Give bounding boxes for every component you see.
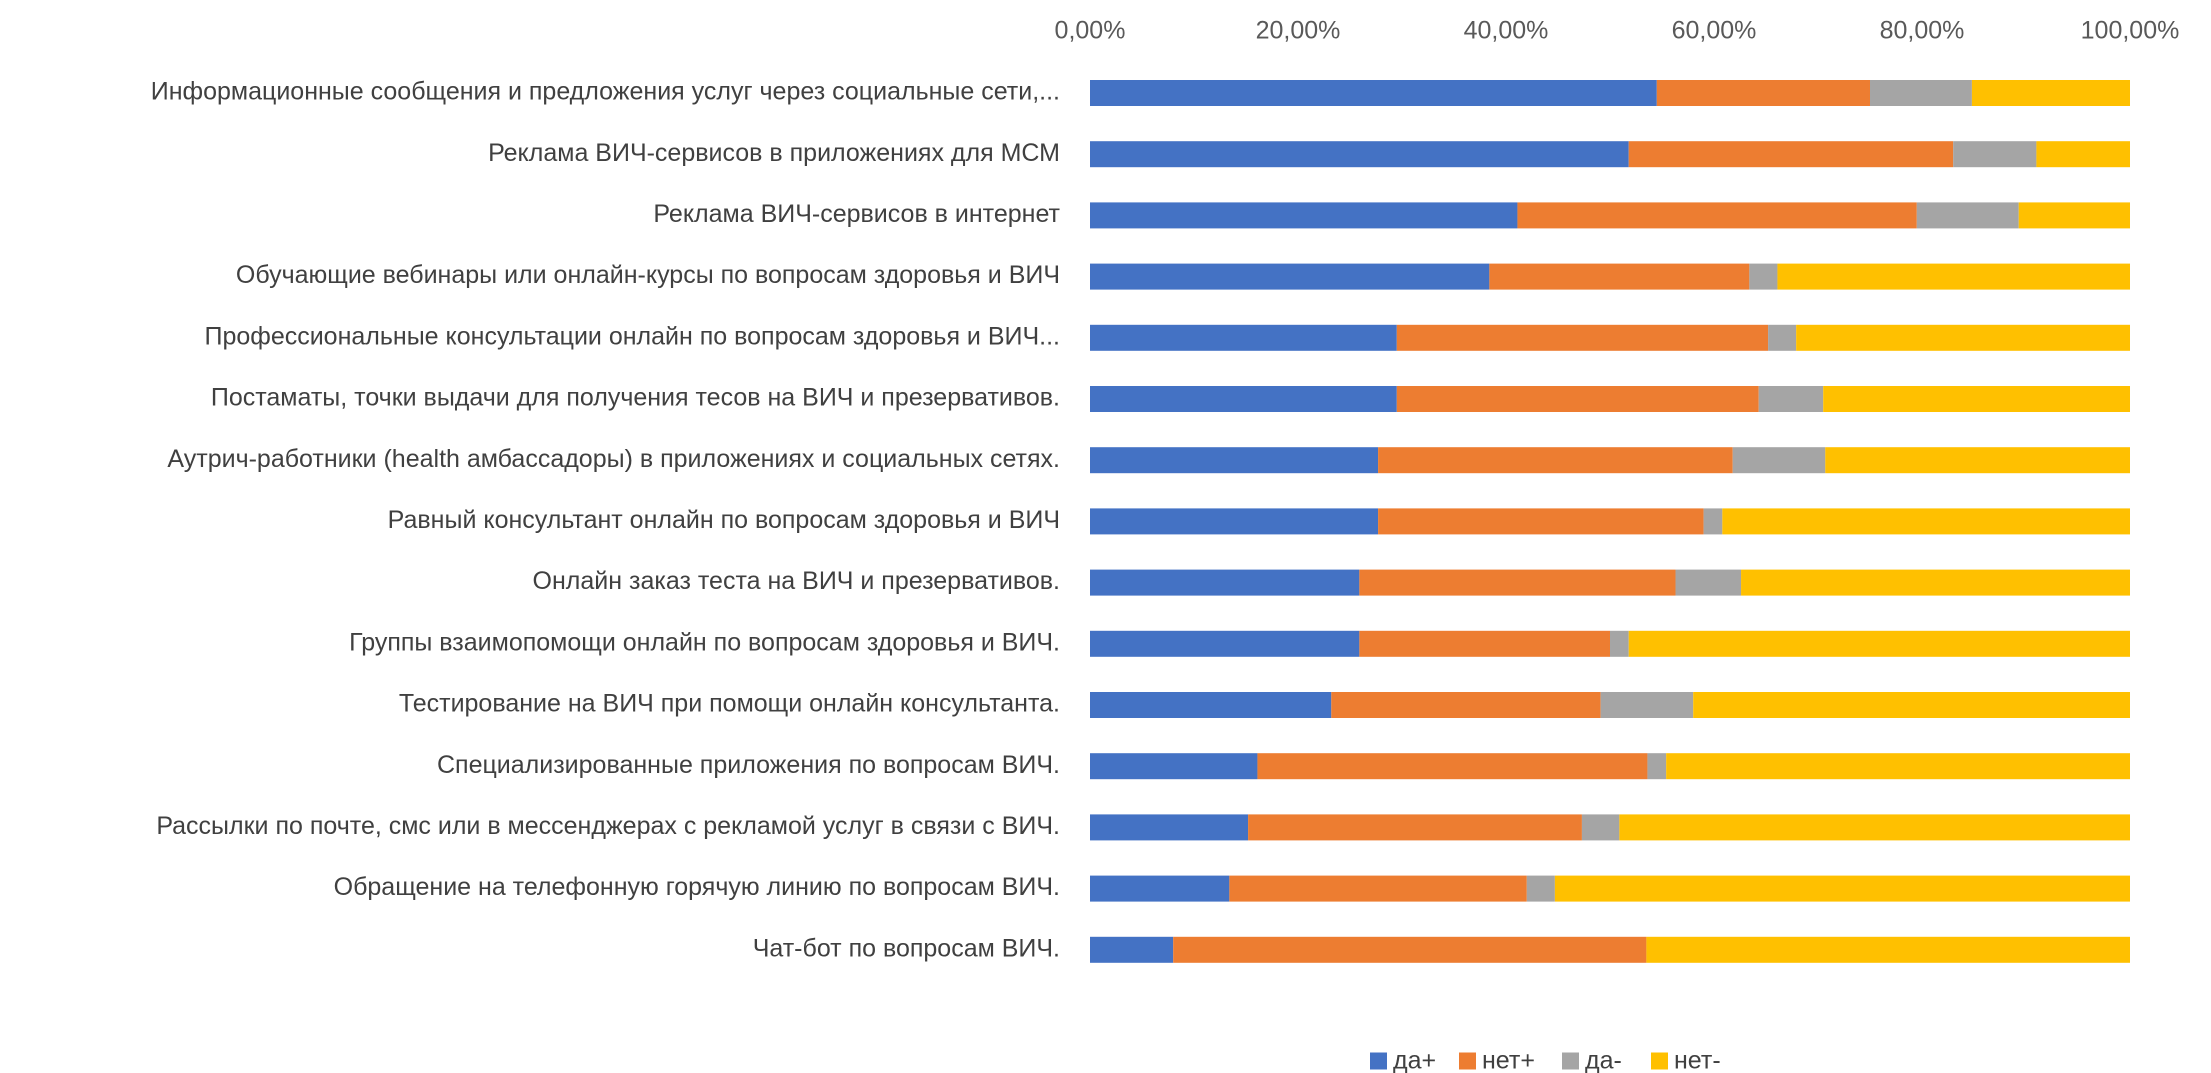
bar-segment [1090, 753, 1258, 780]
category-label: Аутрич-работники (health амбассадоры) в … [167, 445, 1060, 473]
x-tick-label: 60,00% [1672, 17, 1757, 45]
bar-segment [1090, 447, 1379, 474]
category-label: Равный консультант онлайн по вопросам зд… [388, 506, 1060, 534]
category-label: Группы взаимопомощи онлайн по вопросам з… [349, 628, 1060, 656]
bar-segment [1600, 692, 1694, 718]
legend-label: да+ [1393, 1047, 1436, 1073]
bar-segment [1656, 80, 1870, 106]
bar-segment [1777, 263, 2130, 290]
bar-segment [1378, 508, 1704, 535]
legend-item: да+ [1370, 1047, 1436, 1073]
bar-segment [1396, 386, 1759, 412]
category-label: Обращение на телефонную горячую линию по… [334, 873, 1060, 901]
x-tick-label: 80,00% [1880, 17, 1965, 45]
legend-swatch [1562, 1052, 1579, 1070]
bar-segment [1870, 80, 1972, 106]
category-label: Онлайн заказ теста на ВИЧ и презервативо… [533, 567, 1060, 595]
bar-segment [1090, 263, 1490, 290]
x-tick-label: 0,00% [1055, 17, 1126, 45]
category-label: Чат-бот по вопросам ВИЧ. [753, 934, 1060, 962]
bar-segment [1953, 141, 2037, 168]
bar-segment [1090, 141, 1629, 168]
bar-segment [1675, 569, 1742, 596]
legend-item: да- [1562, 1047, 1622, 1073]
bar-segment [1090, 202, 1518, 229]
bars [1090, 80, 2130, 963]
legend-label: нет+ [1482, 1047, 1535, 1073]
category-label: Реклама ВИЧ-сервисов в приложениях для М… [488, 139, 1060, 167]
bar-segment [2018, 202, 2130, 229]
bar-segment [1693, 692, 2130, 718]
category-label: Реклама ВИЧ-сервисов в интернет [653, 200, 1060, 228]
x-tick-label: 40,00% [1464, 17, 1549, 45]
category-label: Профессиональные консультации онлайн по … [204, 322, 1060, 350]
bar-segment [1090, 814, 1249, 841]
bar-segment [1768, 324, 1797, 351]
legend: да+ нет+ да-нет- [1370, 1047, 1721, 1073]
x-tick-label: 20,00% [1256, 17, 1341, 45]
bar-segment [1378, 447, 1733, 474]
bar-segment [1610, 630, 1629, 657]
bar-segment [1581, 814, 1620, 841]
category-label: Специализированные приложения по вопроса… [437, 751, 1060, 779]
bar-segment [1749, 263, 1778, 290]
bar-segment [1666, 753, 2130, 780]
bar-segment [1647, 753, 1667, 780]
category-label: Рассылки по почте, смс или в мессенджера… [156, 812, 1060, 840]
category-label: Обучающие вебинары или онлайн-курсы по в… [236, 261, 1060, 289]
category-label: Тестирование на ВИЧ при помощи онлайн ко… [399, 690, 1060, 718]
bar-segment [1257, 753, 1648, 780]
category-label: Информационные сообщения и предложения у… [151, 78, 1060, 106]
legend-swatch [1651, 1052, 1668, 1070]
bar-segment [1646, 936, 2130, 963]
legend-label: да- [1585, 1047, 1622, 1073]
bar-segment [1916, 202, 2019, 229]
bar-segment [1703, 508, 1723, 535]
bar-segment [1526, 875, 1555, 902]
bar-segment [1396, 324, 1769, 351]
category-label: Постаматы, точки выдачи для получения те… [211, 384, 1060, 412]
bar-segment [1090, 630, 1360, 657]
bar-segment [1554, 875, 2130, 902]
bar-segment [2036, 141, 2130, 168]
bar-segment [1517, 202, 1917, 229]
bar-segment [1090, 80, 1657, 106]
bar-segment [1796, 324, 2130, 351]
bar-segment [1823, 386, 2130, 412]
bar-segment [1825, 447, 2130, 474]
legend-swatch [1370, 1052, 1387, 1070]
bar-segment [1090, 508, 1379, 535]
bar-segment [1359, 630, 1610, 657]
bar-segment [1173, 936, 1647, 963]
legend-item: нет+ [1459, 1047, 1535, 1073]
x-axis-ticks: 0,00% 20,00% 40,00% 60,00% 80,00% 100,00% [1055, 17, 2180, 45]
bar-segment [1628, 630, 2130, 657]
bar-segment [1489, 263, 1750, 290]
bar-segment [1331, 692, 1601, 718]
bar-segment [1090, 569, 1360, 596]
bar-segment [1628, 141, 1954, 168]
legend-swatch [1459, 1052, 1476, 1070]
bar-segment [1359, 569, 1676, 596]
bar-segment [1619, 814, 2130, 841]
category-labels: Информационные сообщения и предложения у… [151, 78, 1061, 963]
bar-segment [1248, 814, 1582, 841]
bar-segment [1090, 386, 1397, 412]
bar-segment [1229, 875, 1527, 902]
legend-item: нет- [1651, 1047, 1721, 1073]
bar-segment [1090, 324, 1397, 351]
bar-segment [1090, 936, 1174, 963]
bar-segment [1090, 875, 1230, 902]
bar-segment [1758, 386, 1824, 412]
x-tick-label: 100,00% [2081, 17, 2180, 45]
bar-segment [1741, 569, 2130, 596]
bar-segment [1971, 80, 2130, 106]
bar-segment [1732, 447, 1826, 474]
bar-segment [1090, 692, 1332, 718]
bar-segment [1722, 508, 2130, 535]
legend-label: нет- [1674, 1047, 1721, 1073]
